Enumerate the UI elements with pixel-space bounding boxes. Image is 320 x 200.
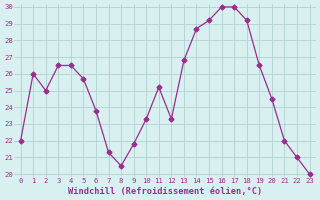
X-axis label: Windchill (Refroidissement éolien,°C): Windchill (Refroidissement éolien,°C) <box>68 187 262 196</box>
